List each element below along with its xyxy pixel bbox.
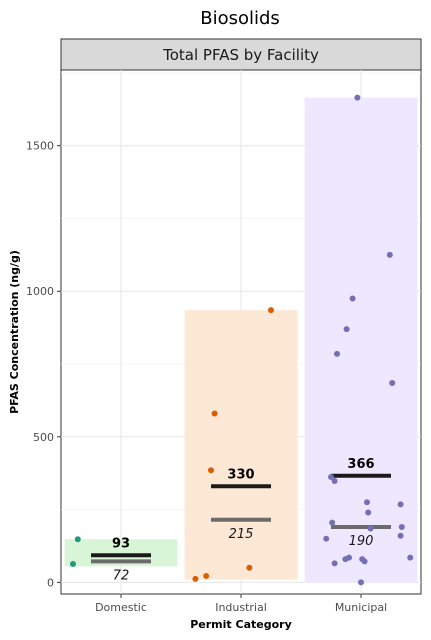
summary-labels: 93 72 330 215 366 190 <box>112 457 375 584</box>
data-point <box>70 561 76 568</box>
range-band <box>304 97 418 583</box>
data-point <box>203 572 210 579</box>
data-point <box>349 295 356 302</box>
data-point <box>192 575 199 582</box>
facet-strip <box>60 38 422 71</box>
y-axis-ticks: 0 500 1000 1500 <box>26 140 61 589</box>
data-point <box>328 473 334 480</box>
data-point <box>342 556 349 563</box>
data-point <box>389 379 396 386</box>
median-label: 215 <box>229 527 254 542</box>
data-points <box>70 94 414 586</box>
data-point <box>211 410 218 417</box>
y-axis-title: PFAS Concentration (ng/g) <box>8 250 21 414</box>
y-tick-label: 1000 <box>26 285 54 298</box>
x-axis-ticks: Domestic Industrial Municipal <box>95 594 387 614</box>
data-point <box>407 554 414 561</box>
x-axis-title: Permit Category <box>190 618 292 631</box>
data-point <box>358 579 364 586</box>
data-point <box>323 535 330 542</box>
chart-title: Biosolids <box>200 8 280 29</box>
data-point <box>208 467 214 474</box>
data-point <box>397 532 404 539</box>
median-label: 190 <box>349 534 374 549</box>
data-point <box>361 558 368 565</box>
data-point <box>343 326 350 333</box>
data-point <box>354 94 361 101</box>
x-tick-label: Industrial <box>215 601 267 614</box>
range-band <box>184 310 298 580</box>
data-point <box>246 564 253 571</box>
data-point <box>364 499 370 506</box>
mean-label: 330 <box>227 467 254 482</box>
y-tick-label: 500 <box>33 431 54 444</box>
x-tick-label: Municipal <box>335 601 387 614</box>
median-label: 72 <box>113 568 130 583</box>
x-tick-label: Domestic <box>95 601 147 614</box>
data-point <box>386 251 393 258</box>
mean-label: 93 <box>112 536 130 551</box>
y-tick-label: 1500 <box>26 140 54 153</box>
data-point <box>74 536 81 543</box>
data-point <box>331 560 338 567</box>
data-point <box>334 350 340 357</box>
data-point <box>365 509 372 516</box>
data-point <box>397 501 404 508</box>
data-point <box>268 307 274 314</box>
facet-label: Total PFAS by Facility <box>162 46 319 64</box>
y-tick-label: 0 <box>47 576 54 589</box>
range-bands <box>64 97 418 583</box>
data-point <box>367 525 374 532</box>
data-point <box>329 519 336 526</box>
data-point <box>331 478 338 485</box>
mean-label: 366 <box>347 457 374 472</box>
summary-lines <box>91 473 391 564</box>
data-point <box>398 524 405 531</box>
